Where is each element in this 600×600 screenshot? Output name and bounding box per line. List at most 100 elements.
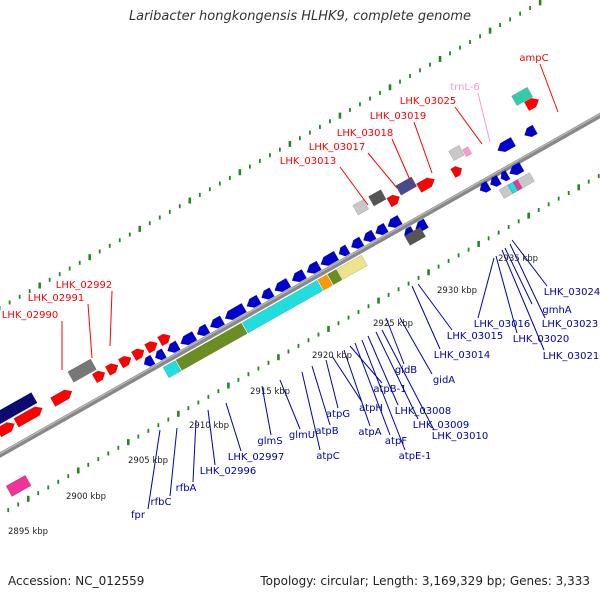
forward-gene (157, 333, 171, 347)
forward-gene (13, 406, 43, 428)
bottom-gene-label: LHK_03014 (434, 350, 490, 361)
bottom-gene-label: LHK_03015 (447, 331, 503, 342)
bottom-gene-label: LHK_02997 (228, 452, 284, 463)
leader-line (87, 303, 93, 359)
reverse-gene (327, 269, 343, 286)
top-gene-label: trnL-6 (450, 82, 480, 93)
forward-gene (386, 194, 400, 208)
reverse-gene (500, 169, 511, 182)
reverse-gene (261, 287, 275, 300)
scale-label: 2905 kbp (128, 456, 168, 466)
leader-line (109, 290, 113, 347)
reverse-gene (143, 354, 156, 367)
reverse-gene (350, 236, 365, 250)
topology-text: Topology: circular; Length: 3,169,329 bp… (260, 574, 590, 588)
bottom-gene-label: atpC (316, 451, 339, 462)
backbone-highlight (0, 113, 600, 455)
leader-line (477, 257, 495, 319)
leader-line (331, 355, 363, 403)
leader-line (367, 335, 399, 406)
leader-line (311, 365, 331, 426)
forward-gene (0, 422, 15, 438)
leader-line (399, 317, 433, 375)
forward-gene (91, 370, 106, 384)
leader-line (339, 166, 369, 206)
reverse-gene (338, 244, 351, 257)
reverse-gene (196, 323, 211, 337)
reverse-gene (320, 250, 340, 267)
top-gene-label: LHK_02990 (2, 310, 58, 321)
scale-label: 2895 kbp (8, 527, 48, 537)
reverse-gene (524, 124, 538, 138)
forward-gene (11, 392, 38, 415)
reverse-gene (167, 340, 181, 353)
leader-line (501, 249, 545, 351)
leader-line (495, 255, 518, 334)
reverse-gene (517, 172, 535, 189)
leader-line (261, 385, 272, 436)
bottom-gene-label: gidA (433, 375, 455, 386)
leader-line (301, 371, 321, 451)
leader-line (511, 239, 548, 287)
top-gene-label: LHK_03018 (337, 128, 393, 139)
reverse-gene (479, 180, 492, 193)
top-gene-label: LHK_03025 (400, 96, 456, 107)
top-gene-label: LHK_03017 (309, 142, 365, 153)
forward-gene (130, 348, 145, 362)
reverse-gene (175, 322, 248, 371)
leader-line (391, 138, 411, 181)
leader-line (207, 409, 216, 466)
gene-labels: 2895 kbp 2900 kbp 2905 kbp 2910 kbp 2915 kbp… (2, 53, 600, 537)
reverse-gene (209, 315, 226, 329)
bottom-gene-label: LHK_03016 (474, 319, 530, 330)
leader-line (225, 402, 242, 452)
bottom-gene-label: LHK_03024 (544, 287, 600, 298)
bottom-gene-label: fpr (131, 510, 146, 521)
map-title: Laribacter hongkongensis HLHK9, complete… (128, 9, 472, 24)
bottom-gene-label: atpA (358, 427, 381, 438)
forward-gene (416, 177, 435, 193)
reverse-gene (180, 331, 198, 346)
reverse-gene (246, 294, 262, 308)
bottom-gene-label: atpB-1 (373, 384, 406, 395)
scale-label: 2930 kbp (437, 286, 477, 296)
leader-line (417, 283, 453, 331)
bottom-gene-label: glmS (257, 436, 282, 447)
leader-line (147, 429, 161, 510)
leader-line (279, 379, 301, 430)
bottom-gene-label: atpG (326, 409, 350, 420)
reverse-gene (387, 214, 403, 229)
reverse-gene (363, 229, 377, 243)
scale-label: 2935 kbp (498, 254, 538, 264)
bottom-gene-label: atpE-1 (399, 451, 432, 462)
forward-gene (352, 199, 370, 216)
reverse-gene (375, 222, 389, 236)
bottom-gene-label: rfbC (151, 497, 172, 508)
top-gene-label: LHK_02991 (28, 293, 84, 304)
bottom-gene-label: atpF (385, 436, 407, 447)
bottom-gene-label: atpB (315, 426, 338, 437)
reverse-gene (317, 274, 333, 291)
genome-map: 2895 kbp 2900 kbp 2905 kbp 2910 kbp 2915 kbp… (0, 0, 600, 537)
leader-line (539, 63, 559, 113)
reverse-gene (497, 136, 517, 153)
bottom-gene-label: LHK_03023 (542, 319, 598, 330)
reverse-gene (224, 302, 247, 321)
leader-line (375, 331, 419, 420)
leader-line (454, 106, 483, 145)
trna-gene (462, 146, 473, 157)
reverse-gene (415, 218, 429, 231)
bottom-gene-label: LHK_03021 (543, 351, 599, 362)
bottom-gene-label: LHK_03008 (395, 406, 451, 417)
position-tick-rows (0, 0, 600, 513)
bottom-gene-label: gidB (395, 365, 417, 376)
bottom-gene-label: gmhA (542, 305, 571, 316)
backbone-line (0, 112, 600, 458)
reverse-gene (155, 348, 167, 361)
scale-label: 2900 kbp (66, 492, 106, 502)
leader-line (509, 243, 546, 319)
forward-gene (395, 176, 418, 196)
leader-line (343, 349, 371, 427)
scale-label: 2925 kbp (373, 319, 413, 329)
reverse-gene (404, 226, 426, 246)
